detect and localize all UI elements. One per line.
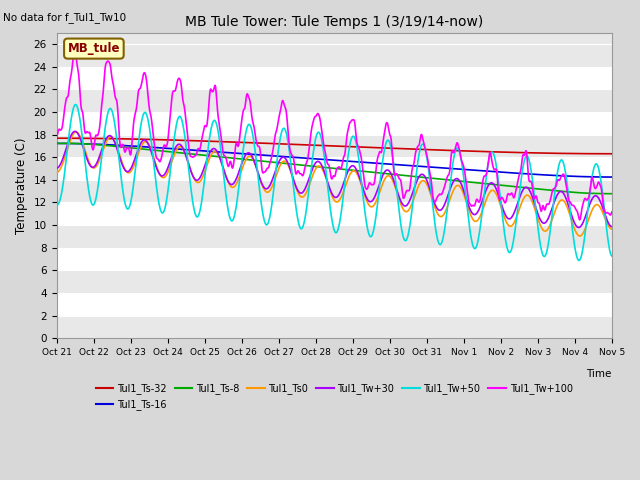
Tul1_Tw+30 [602,213,609,218]
Tul1_Tw+50 [465,223,473,229]
Tul1_Ts0 [72,129,80,135]
Tul1_Ts-16 [608,174,616,180]
Line: Tul1_Tw+30: Tul1_Tw+30 [56,132,612,228]
Tul1_Ts0 [602,216,609,222]
Tul1_Tw+100 [310,118,317,124]
Text: No data for f_Tul1_Tw10: No data for f_Tul1_Tw10 [3,12,126,23]
Bar [56,112,612,135]
Tul1_Tw+100 [576,217,584,223]
Legend: Tul1_Ts-32, Tul1_Ts-16, Tul1_Ts-8, Tul1_Ts0, Tul1_Tw+30, Tul1_Tw+50, Tul1_Tw+100: Tul1_Ts-32, Tul1_Ts-16, Tul1_Ts-8, Tul1_… [92,380,577,414]
Tul1_Ts0 [140,140,148,145]
Line: Tul1_Tw+100: Tul1_Tw+100 [56,49,612,220]
Tul1_Tw+30 [465,204,473,210]
Tul1_Ts-8 [547,187,554,193]
Tul1_Tw+30 [608,224,616,229]
Tul1_Ts-16 [140,144,147,150]
Text: Time: Time [586,369,612,379]
Tul1_Ts-32 [547,150,554,156]
Bar [56,270,612,293]
Bar [56,203,612,225]
Tul1_Tw+30 [320,168,328,173]
Tul1_Ts0 [52,169,60,175]
Tul1_Ts-8 [309,163,317,169]
Tul1_Tw+100 [465,200,473,206]
Tul1_Ts-16 [547,172,554,178]
Tul1_Tw+50 [320,151,328,157]
Line: Tul1_Tw+50: Tul1_Tw+50 [56,105,612,261]
Tul1_Ts-8 [140,146,147,152]
Tul1_Ts-32 [608,151,616,156]
Tul1_Tw+100 [602,210,609,216]
Bar [56,89,612,112]
Line: Tul1_Ts-8: Tul1_Ts-8 [56,144,612,194]
Tul1_Tw+50 [575,258,583,264]
Tul1_Ts-8 [52,141,60,146]
Tul1_Tw+50 [602,215,609,221]
Tul1_Ts0 [576,233,584,239]
Tul1_Ts-32 [320,143,328,148]
Tul1_Tw+50 [608,253,616,259]
Tul1_Tw+100 [52,135,60,141]
Bar [56,44,612,67]
Tul1_Tw+30 [52,166,60,171]
Tul1_Ts0 [320,169,328,175]
Tul1_Ts0 [310,171,317,177]
Line: Tul1_Ts-32: Tul1_Ts-32 [56,138,612,154]
Tul1_Tw+30 [575,225,582,230]
Tul1_Ts0 [465,208,473,214]
Text: MB_tule: MB_tule [68,42,120,55]
Tul1_Ts-32 [52,135,60,141]
Tul1_Tw+30 [140,137,148,143]
Line: Tul1_Ts-16: Tul1_Ts-16 [56,144,612,177]
Tul1_Ts-8 [601,191,609,196]
Tul1_Ts-16 [320,156,328,162]
Tul1_Ts-16 [309,156,317,162]
Tul1_Tw+50 [140,111,148,117]
Tul1_Ts-8 [320,164,328,170]
Tul1_Ts-32 [601,151,609,156]
Tul1_Ts-16 [52,141,60,146]
Tul1_Tw+50 [310,149,317,155]
Bar [56,225,612,248]
Tul1_Tw+30 [310,164,317,169]
Tul1_Ts-16 [601,174,609,180]
Tul1_Ts-16 [465,167,473,173]
Line: Tul1_Ts0: Tul1_Ts0 [56,132,612,236]
Tul1_Ts-32 [309,142,317,148]
Tul1_Tw+100 [608,209,616,215]
Tul1_Ts0 [547,220,555,226]
Bar [56,67,612,89]
Tul1_Tw+100 [140,71,148,76]
Y-axis label: Temperature (C): Temperature (C) [15,137,28,234]
Bar [56,180,612,203]
Tul1_Ts-32 [140,136,147,142]
Tul1_Tw+50 [52,203,60,208]
Bar [56,157,612,180]
Tul1_Tw+100 [547,195,555,201]
Bar [56,293,612,315]
Tul1_Ts-32 [465,148,473,154]
Tul1_Tw+50 [72,102,79,108]
Tul1_Ts-8 [608,191,616,197]
Tul1_Tw+100 [320,144,328,149]
Tul1_Tw+30 [71,129,79,134]
Bar [56,135,612,157]
Tul1_Ts0 [608,226,616,232]
Tul1_Ts-8 [465,179,473,185]
Bar [56,315,612,338]
Tul1_Tw+100 [71,47,79,52]
Title: MB Tule Tower: Tule Temps 1 (3/19/14-now): MB Tule Tower: Tule Temps 1 (3/19/14-now… [185,15,483,29]
Bar [56,248,612,270]
Tul1_Tw+30 [547,209,555,215]
Tul1_Tw+50 [547,224,555,229]
